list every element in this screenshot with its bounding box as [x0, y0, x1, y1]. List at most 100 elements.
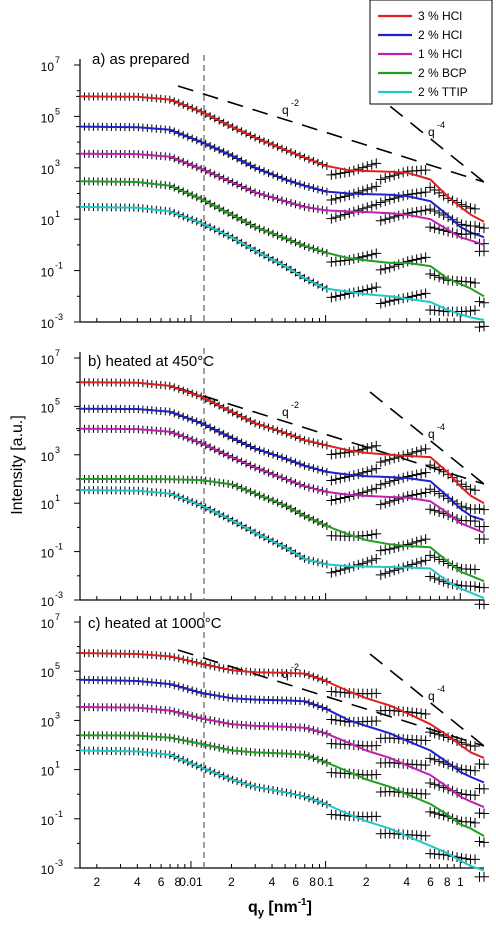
fit-line [79, 706, 485, 809]
x-axis-title-unit-end: ] [307, 899, 312, 916]
y-tick-label-exp: -3 [55, 590, 63, 600]
y-tick-label: 10 [41, 498, 55, 512]
y-tick-label-exp: 1 [55, 493, 60, 503]
y-tick-label: 10 [41, 814, 55, 828]
y-tick-label-exp: -1 [55, 542, 63, 552]
fit-line [79, 125, 485, 239]
y-tick-label-exp: -1 [55, 809, 63, 819]
x-tick-labels: 2 4 6 80.01 2 4 6 8 0.1 2 4 6 8 1 [93, 875, 463, 889]
y-tick-label-exp: -3 [55, 858, 63, 868]
slope-q-4-label: q [428, 125, 435, 139]
y-tick-label-exp: 7 [55, 348, 60, 358]
y-axis-title: Intensity [a.u.] [9, 415, 26, 515]
slope-q-4-label: q [428, 689, 435, 703]
fit-line [79, 749, 485, 872]
panel-title: a) as prepared [92, 51, 190, 68]
x-axis-title-q: q [248, 899, 258, 916]
x-axis-title-unit: [nm [264, 899, 298, 916]
fit-line [79, 381, 485, 505]
fit-line [79, 427, 485, 534]
slope-q-2-exp: -2 [291, 98, 299, 108]
legend-label: 2 % BCP [418, 66, 467, 80]
fit-line [79, 652, 485, 759]
data-markers [76, 703, 489, 819]
x-tick-label: 0.01 [179, 875, 203, 889]
panel-title: c) heated at 1000°C [88, 615, 222, 632]
panel-title: b) heated at 450°C [88, 353, 214, 370]
y-tick-label-exp: 5 [55, 661, 60, 671]
x-tick-label: 8 [309, 875, 316, 889]
y-tick-label: 10 [41, 353, 55, 367]
x-axis-title: qy [nm-1] [248, 897, 312, 919]
y-tick-label: 10 [41, 617, 55, 631]
data-markers [76, 746, 489, 882]
data-markers [76, 424, 489, 545]
y-tick-label-exp: 1 [55, 760, 60, 770]
series-4 [76, 746, 489, 882]
slope-q-4-exp: -4 [437, 422, 445, 432]
slope-q-4-exp: -4 [437, 120, 445, 130]
y-tick-label: 10 [41, 547, 55, 561]
y-tick-label: 10 [41, 595, 55, 609]
y-tick-label: 10 [41, 863, 55, 877]
slope-q-2-line [177, 387, 485, 485]
series-1 [76, 122, 489, 249]
slope-q-4-line [369, 391, 485, 485]
legend-box [369, 0, 493, 105]
series-3 [76, 177, 489, 308]
x-tick-label: 4 [134, 875, 141, 889]
series-1 [76, 675, 489, 794]
legend-items: 3 % HCl 2 % HCl 1 % HCl 2 % BCP 2 % TTIP [378, 9, 468, 99]
data-markers [76, 404, 489, 532]
legend-label: 1 % HCl [418, 47, 462, 61]
slope-q-2-label: q [282, 103, 289, 117]
series-2 [76, 149, 489, 257]
y-tick-label: 10 [41, 60, 55, 74]
series-2 [76, 703, 489, 819]
y-tick-label: 10 [41, 266, 55, 280]
legend: 3 % HCl 2 % HCl 1 % HCl 2 % BCP 2 % TTIP [369, 0, 493, 105]
slope-q-2-line [177, 85, 485, 183]
y-tick-label: 10 [41, 666, 55, 680]
y-tick-label-exp: -1 [55, 261, 63, 271]
y-tick-label-exp: 5 [55, 396, 60, 406]
fit-line [80, 478, 485, 583]
series-0 [76, 378, 489, 515]
legend-label: 2 % HCl [418, 28, 462, 42]
y-tick-label-exp: 5 [55, 106, 60, 116]
y-tick-label: 10 [41, 450, 55, 464]
legend-label: 2 % TTIP [418, 85, 468, 99]
x-tick-label: 6 [158, 875, 165, 889]
fit-line [79, 734, 485, 837]
x-tick-label: 2 [228, 875, 235, 889]
slope-q-2-exp: -2 [291, 400, 299, 410]
x-tick-label: 2 [93, 875, 100, 889]
fit-line [79, 180, 485, 298]
x-tick-label: 4 [403, 875, 410, 889]
slope-q-2-label: q [282, 667, 289, 681]
series-0 [76, 92, 489, 234]
series-1 [76, 404, 489, 532]
y-tick-label-exp: 7 [55, 612, 60, 622]
slope-q-2-exp: -2 [291, 662, 299, 672]
fit-line [79, 489, 485, 600]
fit-line [79, 152, 485, 246]
y-tick-label-exp: 1 [55, 209, 60, 219]
x-tick-label: 6 [427, 875, 434, 889]
y-tick-label: 10 [41, 317, 55, 331]
y-tick-label-exp: -3 [55, 312, 63, 322]
series-4 [76, 202, 489, 333]
y-tick-label-exp: 3 [55, 158, 60, 168]
slope-q-2-line [177, 649, 485, 747]
y-tick-label: 10 [41, 163, 55, 177]
y-tick-label-exp: 7 [55, 55, 60, 65]
x-tick-label: 0.1 [317, 875, 334, 889]
x-tick-label: 6 [292, 875, 299, 889]
y-tick-label: 10 [41, 715, 55, 729]
fit-line [79, 205, 485, 321]
x-tick-label: 8 [175, 875, 182, 889]
x-tick-label: 1 [457, 875, 464, 889]
